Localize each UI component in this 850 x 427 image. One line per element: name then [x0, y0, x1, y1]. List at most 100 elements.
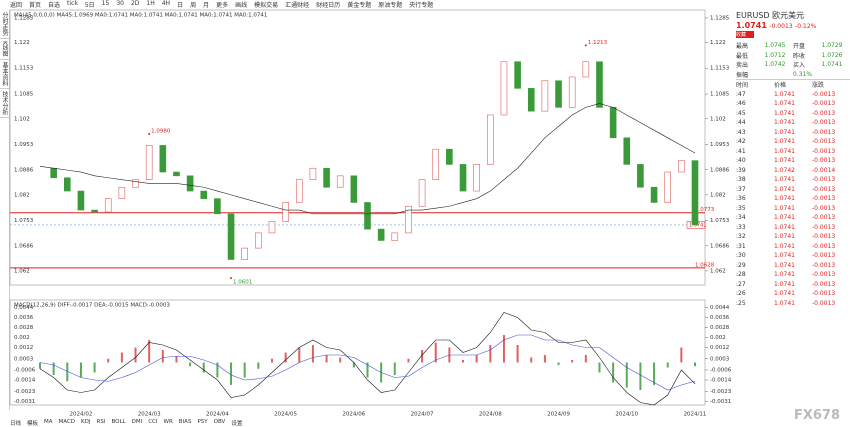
bottom-tab[interactable]: MA — [44, 419, 53, 425]
tick-cell: 1.0741 — [774, 223, 795, 231]
sidebar-tab[interactable]: 分时走势 — [0, 10, 9, 39]
macd-bar — [530, 357, 533, 363]
tick-cell: :28 — [736, 271, 746, 279]
candle — [241, 247, 248, 260]
tick-cell: 1.0741 — [774, 252, 795, 260]
candle — [104, 198, 112, 213]
toolbar-item[interactable]: 周 — [190, 2, 197, 9]
toolbar-item[interactable]: 财经日历 — [316, 2, 341, 9]
macd-bar — [421, 350, 424, 363]
y-tick-label: 1.102 — [710, 116, 726, 122]
y-tick-label: -0.0031 — [710, 399, 731, 405]
y-tick-label: 1.1285 — [710, 15, 730, 21]
tick-cell: 1.0742 — [774, 166, 795, 174]
toolbar-item[interactable]: 日 — [177, 2, 184, 9]
bottom-tab[interactable]: 设置 — [231, 421, 243, 427]
x-tick-label: 2024/02 — [70, 412, 93, 418]
y-tick-label-left: 0.002 — [14, 335, 30, 341]
bottom-tab[interactable]: OBV — [213, 419, 226, 425]
candle — [514, 61, 521, 89]
bottom-tab[interactable]: WR — [163, 419, 173, 425]
tick-cell: -0.0013 — [812, 100, 836, 108]
toolbar-item[interactable]: 2D — [130, 0, 140, 7]
toolbar-item[interactable]: 黄金专题 — [347, 2, 372, 9]
candle — [500, 61, 508, 116]
tick-row: :42 1.0741 -0.0013 — [736, 137, 850, 147]
quote-panel: EURUSD 欧元美元 1.0741 -0.0013 -0.12% 收藏 最高 1.07… — [736, 10, 850, 308]
bottom-tab[interactable]: 日线 — [10, 421, 22, 427]
macd-bar — [107, 358, 110, 363]
macd-bar — [625, 362, 628, 388]
quote-cell: 最低 — [736, 52, 749, 60]
bottom-tab[interactable]: PSY — [197, 419, 208, 425]
tick-header-cell: 涨跌 — [812, 82, 825, 90]
tick-cell: :35 — [736, 204, 746, 212]
tick-cell: :27 — [736, 280, 746, 288]
macd-bar — [352, 362, 355, 368]
macd-bar — [543, 355, 546, 363]
annotation: 1.0601 — [233, 280, 252, 286]
candle — [77, 190, 85, 211]
toolbar-item[interactable]: 1H — [146, 0, 155, 7]
x-tick-label: 2024/09 — [547, 412, 570, 418]
toolbar-item[interactable]: tick — [67, 0, 78, 7]
y-tick-label: -0.0023 — [710, 389, 732, 395]
bottom-tab[interactable]: DMI — [131, 419, 143, 425]
toolbar-item[interactable]: 返回 — [10, 2, 23, 9]
candle — [623, 137, 631, 165]
x-tick-label: 2024/06 — [342, 412, 365, 418]
bottom-tab[interactable]: KDJ — [81, 419, 91, 425]
candle — [691, 160, 699, 226]
tag[interactable]: 收藏 — [736, 31, 754, 38]
candle — [637, 164, 644, 188]
toolbar-item[interactable]: 自选 — [48, 2, 61, 9]
toolbar-item[interactable]: 4H — [161, 0, 171, 7]
toolbar-item[interactable]: 模拟交易 — [254, 2, 279, 9]
candle — [50, 167, 57, 179]
candle — [282, 202, 289, 222]
toolbar-item[interactable]: 汇通财经 — [285, 2, 310, 9]
y-tick-label-left: 1.1085 — [14, 92, 34, 98]
tick-cell: -0.0013 — [812, 185, 836, 193]
toolbar-item[interactable]: 原油专题 — [378, 2, 403, 9]
macd-bar — [52, 362, 55, 375]
quote-cell: 1.0729 — [821, 42, 843, 50]
macd-bar — [612, 362, 615, 383]
tick-cell: 1.0741 — [774, 157, 795, 165]
candle — [582, 61, 590, 78]
candle — [132, 179, 139, 188]
sidebar-tab[interactable]: K线图 — [0, 39, 9, 60]
tick-cell: -0.0014 — [812, 166, 836, 174]
bottom-tab[interactable]: BOLL — [111, 419, 126, 425]
macd-bar — [270, 358, 273, 363]
bottom-tab[interactable]: CCI — [148, 419, 158, 425]
candle — [568, 76, 576, 108]
tick-cell: :34 — [736, 214, 746, 222]
toolbar-item[interactable]: 画线 — [235, 2, 248, 9]
toolbar-item[interactable]: 央行专题 — [409, 2, 434, 9]
tick-row: :47 1.0741 -0.0013 — [736, 90, 850, 100]
toolbar-item[interactable]: 首页 — [29, 2, 42, 9]
quote-cell: 1.0745 — [764, 42, 786, 50]
quote-cell: 买入 — [793, 62, 806, 70]
macd-bar — [284, 352, 287, 363]
x-tick-label: 2024/05 — [274, 412, 297, 418]
toolbar-item[interactable]: 30 — [116, 0, 124, 7]
toolbar-item[interactable]: 5日 — [84, 2, 95, 9]
bottom-tab[interactable]: RSI — [96, 419, 106, 425]
candle — [555, 80, 562, 108]
tick-cell: :40 — [736, 157, 746, 165]
sidebar-tab[interactable]: 基本资料 — [0, 60, 9, 89]
macd-bar — [584, 355, 587, 363]
bottom-tab[interactable]: BIAS — [178, 419, 192, 425]
bottom-tab[interactable]: MACD — [58, 419, 76, 425]
toolbar-item[interactable]: 更多 — [216, 2, 229, 9]
toolbar-item[interactable]: 月 — [203, 2, 210, 9]
candle — [186, 175, 194, 192]
bottom-tab[interactable]: 模板 — [27, 421, 39, 427]
tick-header-cell: 价格 — [774, 82, 787, 90]
y-tick-label-left: 1.0953 — [14, 142, 34, 148]
toolbar-item[interactable]: 15 — [101, 0, 110, 7]
sidebar-tab[interactable]: 技术分析 — [0, 89, 9, 118]
macd-bar — [393, 362, 396, 375]
